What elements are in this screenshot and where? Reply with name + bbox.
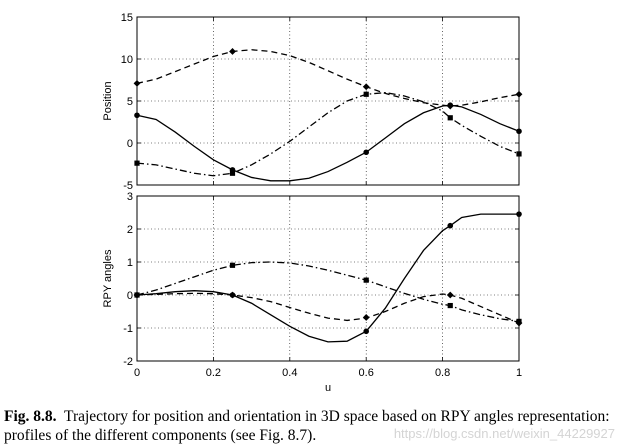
position-marker-square [229, 170, 236, 176]
rpy-marker-square [447, 302, 453, 309]
rpy-marker-circle [363, 328, 370, 335]
rpy-marker-circle [447, 222, 454, 229]
rpy-ytick-label: -1 [123, 323, 133, 335]
watermark: https://blog.csdn.net/weixin_44229927 [393, 426, 615, 441]
position-series-solid [136, 104, 520, 182]
position-ytick-label: 10 [121, 54, 133, 66]
rpy-ytick-label: 0 [127, 290, 133, 302]
position-ytick-label: 5 [127, 96, 133, 108]
position-axes-frame [136, 16, 520, 186]
position-marker-diamond [446, 102, 454, 110]
rpy-xlabel: u [325, 382, 331, 394]
rpy-series-solid [136, 213, 519, 343]
rpy-marker-diamond [362, 314, 370, 321]
rpy-marker-square [229, 262, 236, 268]
position-marker-diamond [229, 48, 236, 55]
rpy-series-dashed [136, 292, 520, 324]
position-ylabel: Position [102, 81, 114, 120]
position-ytick-label: 15 [121, 12, 133, 24]
caption-label: Fig. 8.8. [4, 408, 57, 425]
rpy-marker-diamond [446, 291, 454, 299]
rpy-marker-diamond [229, 291, 236, 299]
rpy-ytick-label: -2 [123, 356, 133, 368]
position-plot: -5 0 5 10 15 Position [102, 12, 523, 192]
rpy-xtick-label: 0.2 [206, 367, 221, 379]
position-ytick-label: 0 [127, 138, 133, 150]
figure-caption: Fig. 8.8. Trajectory for position and or… [4, 407, 619, 445]
rpy-ylabel: RPY angles [102, 249, 114, 307]
rpy-ytick-label: 1 [127, 257, 133, 269]
figure: -5 0 5 10 15 Position -2 -1 0 1 2 3 0 0.2 0.4 0.6 0.8 1 R… [102, 12, 523, 394]
position-marker-square [447, 115, 453, 121]
rpy-xtick-label: 1 [516, 367, 522, 379]
rpy-marker-square [363, 277, 369, 283]
rpy-angles-plot: -2 -1 0 1 2 3 0 0.2 0.4 0.6 0.8 1 RPY angles u [102, 191, 523, 394]
rpy-axes-frame [136, 195, 520, 362]
position-marker-circle [363, 149, 370, 156]
rpy-ytick-label: 3 [127, 191, 133, 203]
rpy-xtick-label: 0.8 [435, 367, 450, 379]
rpy-ytick-label: 2 [127, 224, 133, 236]
caption-text: Trajectory for position and orientation … [4, 408, 610, 444]
position-marker-diamond [362, 83, 370, 91]
position-ytick-label: -5 [123, 180, 133, 192]
position-series-dashed [136, 49, 520, 107]
rpy-series-dashdot [136, 261, 520, 323]
rpy-xtick-label: 0.4 [282, 367, 297, 379]
rpy-xtick-label: 0.6 [359, 367, 374, 379]
position-marker-square [363, 91, 369, 97]
position-series-dashdot [136, 91, 520, 177]
rpy-xtick-label: 0 [134, 367, 140, 379]
